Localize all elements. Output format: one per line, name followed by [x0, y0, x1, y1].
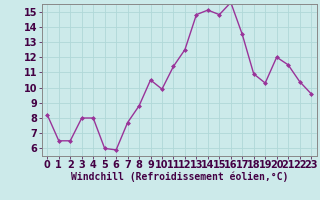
X-axis label: Windchill (Refroidissement éolien,°C): Windchill (Refroidissement éolien,°C) [70, 172, 288, 182]
